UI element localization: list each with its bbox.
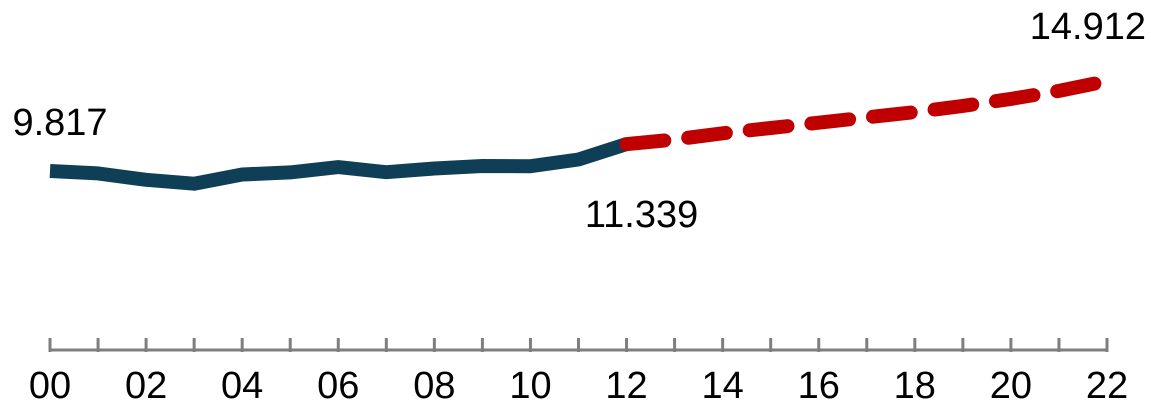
x-tick-label: 12 [605,365,647,404]
series-layer [50,81,1107,184]
x-tick-label: 22 [1086,365,1128,404]
x-tick-label: 18 [894,365,936,404]
x-tick-label: 20 [990,365,1032,404]
x-tick-label: 06 [317,365,359,404]
data-label: 14.912 [1030,6,1146,48]
x-tick-label: 16 [798,365,840,404]
data-labels: 9.817 11.339 14.912 [12,6,1146,236]
x-tick-label: 04 [221,365,263,404]
x-tick-label: 08 [413,365,455,404]
data-label: 11.339 [585,194,698,236]
actual-series-line [50,144,627,184]
forecast-series-line [627,81,1108,144]
data-label: 9.817 [12,102,107,144]
x-tick-label: 10 [509,365,551,404]
x-tick-label: 14 [701,365,743,404]
x-tick-label: 02 [125,365,167,404]
x-ticks: 00 02 04 06 08 10 12 14 16 18 20 22 [29,338,1128,404]
x-tick-label: 00 [29,365,71,404]
